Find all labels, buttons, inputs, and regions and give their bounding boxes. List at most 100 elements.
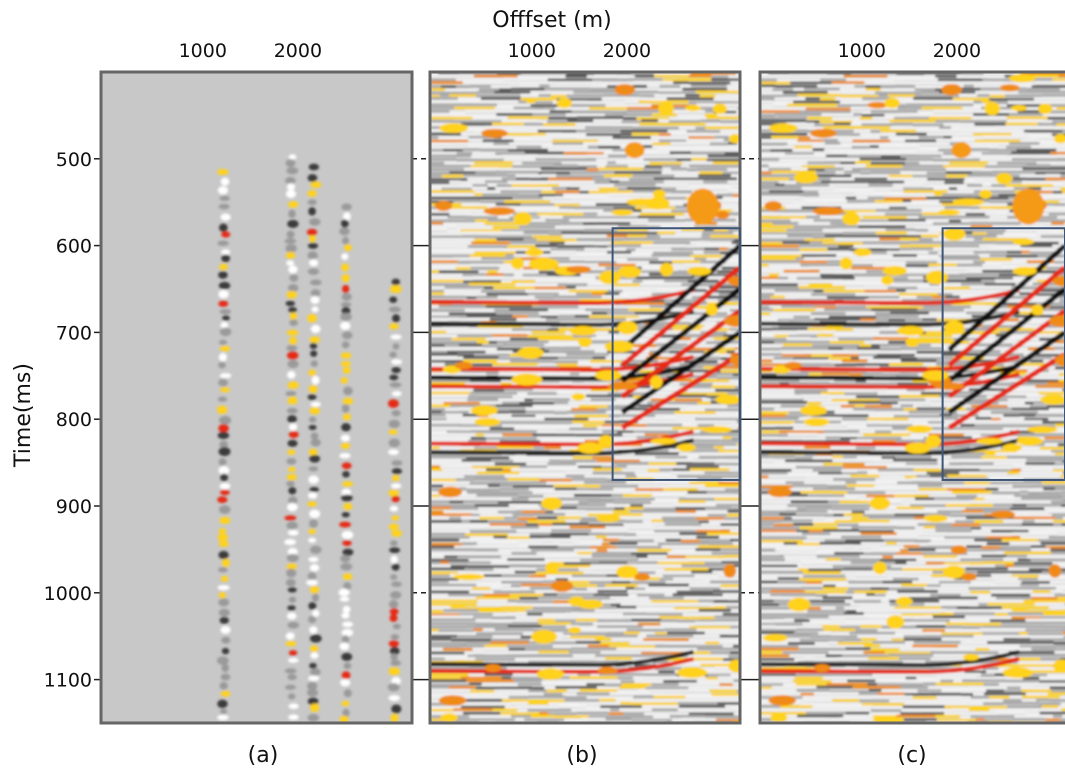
section-stroke	[1028, 337, 1040, 341]
section-stroke	[547, 328, 559, 331]
amplitude-blob	[676, 667, 708, 679]
section-stroke	[937, 251, 974, 255]
section-stroke	[668, 120, 701, 123]
section-stroke	[836, 305, 866, 309]
section-stroke	[501, 136, 533, 139]
trace-blob	[220, 213, 231, 221]
section-stroke	[1054, 452, 1065, 456]
section-stroke	[634, 664, 657, 667]
section-stroke	[498, 398, 525, 401]
section-stroke	[795, 456, 813, 460]
section-stroke	[722, 433, 740, 436]
section-stroke	[760, 331, 798, 335]
section-stroke	[430, 238, 475, 241]
section-stroke	[430, 369, 444, 373]
section-stroke	[892, 577, 919, 581]
section-stroke	[824, 167, 844, 171]
section-stroke	[951, 490, 992, 494]
section-stroke	[472, 587, 491, 590]
section-stroke	[730, 81, 740, 84]
section-stroke	[544, 558, 581, 562]
section-stroke	[492, 708, 518, 712]
section-stroke	[450, 605, 466, 609]
section-stroke	[1016, 526, 1039, 530]
section-stroke	[461, 199, 481, 203]
section-stroke	[1018, 577, 1039, 581]
section-stroke	[929, 312, 967, 316]
section-stroke	[472, 647, 509, 651]
section-stroke	[774, 113, 788, 116]
section-stroke	[1020, 583, 1039, 587]
section-stroke	[462, 359, 498, 363]
section-stroke	[863, 203, 888, 206]
section-stroke	[690, 255, 722, 258]
section-stroke	[901, 148, 939, 152]
section-stroke	[787, 496, 818, 500]
trace-blob	[217, 186, 229, 195]
section-stroke	[655, 456, 678, 459]
section-stroke	[661, 545, 699, 548]
section-stroke	[1026, 394, 1042, 398]
section-stroke	[575, 587, 588, 591]
section-stroke	[795, 257, 804, 260]
section-stroke	[614, 183, 656, 187]
section-stroke	[785, 494, 808, 497]
panel-c	[758, 70, 1065, 725]
section-stroke	[773, 308, 816, 312]
section-stroke	[430, 526, 469, 530]
section-stroke	[680, 558, 689, 562]
section-stroke	[518, 100, 527, 104]
section-stroke	[760, 184, 776, 187]
section-stroke	[524, 718, 565, 722]
section-stroke	[866, 424, 913, 428]
section-stroke	[1006, 145, 1032, 149]
section-stroke	[973, 190, 1015, 193]
section-stroke	[669, 714, 706, 718]
section-stroke	[773, 103, 788, 107]
section-stroke	[884, 113, 907, 117]
section-stroke	[569, 660, 597, 663]
section-stroke	[954, 379, 966, 382]
section-stroke	[980, 168, 1023, 171]
amplitude-blob	[525, 248, 544, 257]
section-stroke	[1007, 404, 1030, 408]
trace-blob	[309, 645, 319, 653]
section-stroke	[627, 530, 655, 533]
section-stroke	[804, 453, 816, 456]
trace-blob	[311, 306, 319, 313]
section-stroke	[1010, 72, 1021, 76]
section-stroke	[453, 199, 462, 203]
section-stroke	[728, 75, 740, 79]
section-stroke	[472, 545, 519, 548]
section-stroke	[624, 237, 654, 241]
section-stroke	[705, 109, 714, 113]
section-stroke	[1028, 133, 1052, 136]
section-stroke	[504, 273, 514, 277]
section-stroke	[578, 360, 590, 364]
section-stroke	[713, 196, 723, 199]
section-stroke	[996, 596, 1032, 600]
section-stroke	[642, 625, 673, 629]
section-stroke	[715, 363, 740, 367]
section-stroke	[937, 78, 983, 82]
section-stroke	[897, 481, 933, 485]
section-stroke	[519, 465, 548, 469]
section-stroke	[801, 165, 835, 169]
section-stroke	[638, 485, 670, 488]
section-stroke	[506, 612, 517, 616]
section-stroke	[802, 622, 835, 625]
section-stroke	[430, 673, 469, 677]
section-stroke	[705, 715, 740, 719]
section-stroke	[830, 178, 855, 181]
section-stroke	[507, 624, 542, 628]
section-stroke	[694, 418, 740, 421]
section-stroke	[774, 97, 806, 100]
section-stroke	[693, 145, 730, 149]
section-stroke	[430, 266, 456, 270]
section-stroke	[885, 541, 897, 545]
section-stroke	[902, 660, 926, 664]
section-stroke	[705, 341, 727, 344]
section-stroke	[794, 389, 828, 393]
section-stroke	[468, 135, 494, 139]
section-stroke	[986, 75, 1005, 79]
